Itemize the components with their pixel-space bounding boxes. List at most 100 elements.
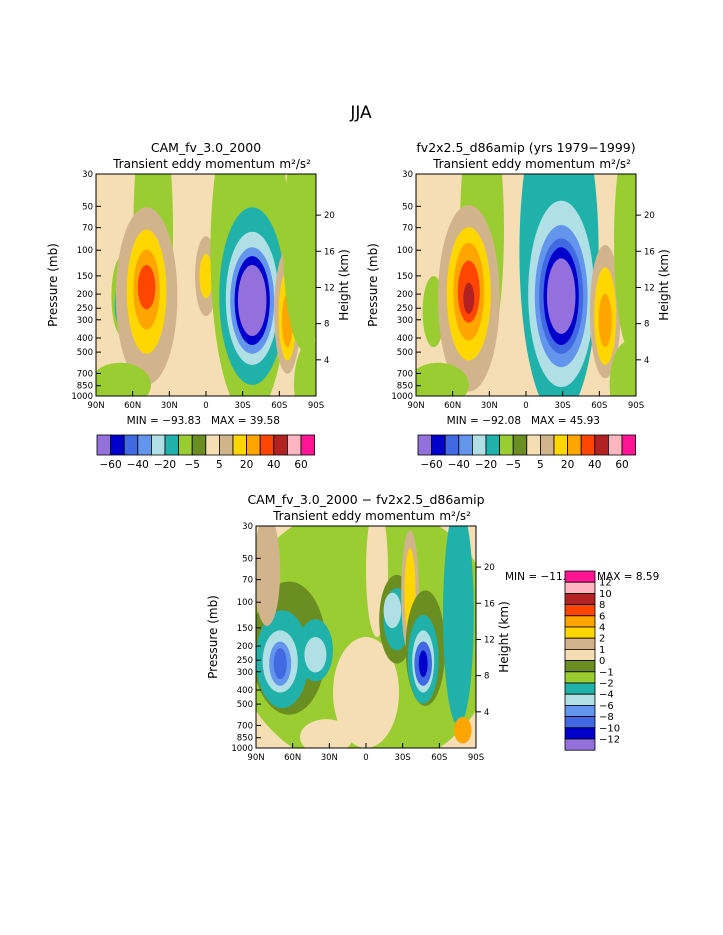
colorbar-label: −6 — [599, 701, 614, 712]
colorbar-label: 40 — [267, 459, 280, 471]
y-tick-label: 50 — [402, 202, 413, 212]
x-tick-label: 30S — [555, 401, 571, 411]
y-tick-label: 50 — [82, 202, 93, 212]
colorbar-cell — [110, 434, 125, 456]
colorbar-main: −60 −40 −20 −5 5 20 40 60 — [417, 434, 637, 471]
colorbar-cell — [164, 434, 180, 456]
y-tick-label: 30 — [82, 170, 93, 180]
contour-region — [454, 716, 472, 744]
contour-region — [383, 592, 402, 629]
panel-3: 3050701001502002503004005007008501000481… — [206, 492, 511, 763]
colorbar-label: 60 — [294, 459, 307, 471]
contour-region — [418, 650, 428, 677]
y-axis-label: Pressure (mb) — [206, 595, 220, 679]
colorbar-label: 2 — [599, 634, 605, 645]
colorbar-cell — [218, 434, 234, 456]
panel-2: 3050701001502002503004005007008501000481… — [366, 140, 671, 411]
colorbar-label: −40 — [127, 459, 149, 471]
colorbar-cell — [564, 626, 596, 639]
plot-area — [96, 174, 316, 396]
colorbar-label: 12 — [599, 578, 612, 589]
height-tick-label: 16 — [324, 247, 335, 257]
colorbar-label: −40 — [448, 459, 470, 471]
colorbar-cell — [286, 434, 302, 456]
height-tick-label: 12 — [484, 635, 495, 645]
contour-region — [546, 258, 576, 334]
colorbar-label: −60 — [421, 459, 443, 471]
colorbar-label: 1 — [599, 645, 605, 656]
colorbar-cell — [564, 604, 596, 617]
y-tick-label: 30 — [402, 170, 413, 180]
colorbar-label: −20 — [475, 459, 497, 471]
y-tick-label: 30 — [242, 522, 253, 532]
colorbar-label: −4 — [599, 690, 614, 701]
colorbar-cell — [564, 593, 596, 606]
colorbar-label: −5 — [184, 459, 199, 471]
y-axis-label: Pressure (mb) — [366, 243, 380, 327]
y-tick-label: 150 — [77, 272, 93, 282]
colorbar-cell — [471, 434, 487, 456]
y-tick-label: 850 — [237, 734, 253, 744]
colorbar-cell — [564, 705, 596, 718]
colorbar-cell — [564, 693, 596, 706]
contour-region — [256, 526, 281, 626]
colorbar-cell — [499, 434, 514, 456]
colorbar-cell — [205, 434, 220, 456]
colorbar-label: 4 — [599, 623, 605, 634]
contour-region — [283, 174, 316, 352]
y-tick-label: 500 — [77, 348, 93, 358]
y-tick-label: 200 — [397, 290, 413, 300]
x-tick-label: 90S — [628, 401, 644, 411]
colorbar-label: 8 — [599, 600, 605, 611]
contour-region — [443, 526, 474, 726]
contour-region — [294, 340, 316, 396]
min-label: MIN = −93.83 — [127, 415, 201, 427]
height-axis-label: Height (km) — [337, 249, 351, 320]
plot-area — [416, 174, 636, 396]
height-tick-label: 8 — [324, 320, 329, 330]
y-tick-label: 150 — [237, 624, 253, 634]
colorbar-label: −12 — [599, 735, 620, 746]
colorbar-cell — [564, 581, 596, 594]
min-label: MIN = −92.08 — [447, 415, 521, 427]
colorbar-cell — [567, 434, 582, 456]
colorbar-label: −1 — [599, 667, 614, 678]
colorbar-cell — [191, 434, 207, 456]
colorbar-cell — [608, 434, 623, 456]
x-tick-label: 90N — [407, 401, 424, 411]
colorbar-label: 0 — [599, 656, 605, 667]
contour-region — [609, 340, 636, 396]
colorbar-cell — [259, 434, 275, 456]
y-tick-label: 70 — [242, 576, 253, 586]
y-tick-label: 200 — [77, 290, 93, 300]
y-tick-label: 200 — [237, 642, 253, 652]
colorbar-label: 10 — [599, 589, 612, 600]
y-tick-label: 400 — [237, 686, 253, 696]
y-axis-label: Pressure (mb) — [46, 243, 60, 327]
x-tick-label: 60S — [431, 753, 447, 763]
x-tick-label: 30S — [235, 401, 251, 411]
panel-subtitle: Transient eddy momentum — [112, 157, 275, 171]
colorbar-cell — [564, 637, 596, 650]
height-tick-label: 4 — [324, 356, 329, 366]
max-label: MAX = 39.58 — [211, 415, 280, 427]
height-axis-label: Height (km) — [497, 601, 511, 672]
panel-title: fv2x2.5_d86amip (yrs 1979−1999) — [416, 140, 635, 155]
x-tick-label: 30S — [395, 753, 411, 763]
y-tick-label: 700 — [237, 721, 253, 731]
y-tick-label: 250 — [237, 656, 253, 666]
contour-region — [304, 637, 327, 673]
colorbar-label: 5 — [537, 459, 544, 471]
colorbar-label: 40 — [588, 459, 601, 471]
colorbar-main: −60 −40 −20 −5 5 20 40 60 — [96, 434, 316, 471]
height-tick-label: 8 — [484, 672, 489, 682]
height-tick-label: 20 — [324, 211, 335, 221]
colorbar-label: 5 — [216, 459, 223, 471]
colorbar-cell — [564, 660, 596, 673]
y-tick-label: 250 — [77, 304, 93, 314]
x-tick-label: 60N — [124, 401, 141, 411]
units-label: m²/s² — [279, 157, 311, 171]
y-tick-label: 1000 — [391, 392, 413, 402]
contour-region — [273, 648, 287, 680]
